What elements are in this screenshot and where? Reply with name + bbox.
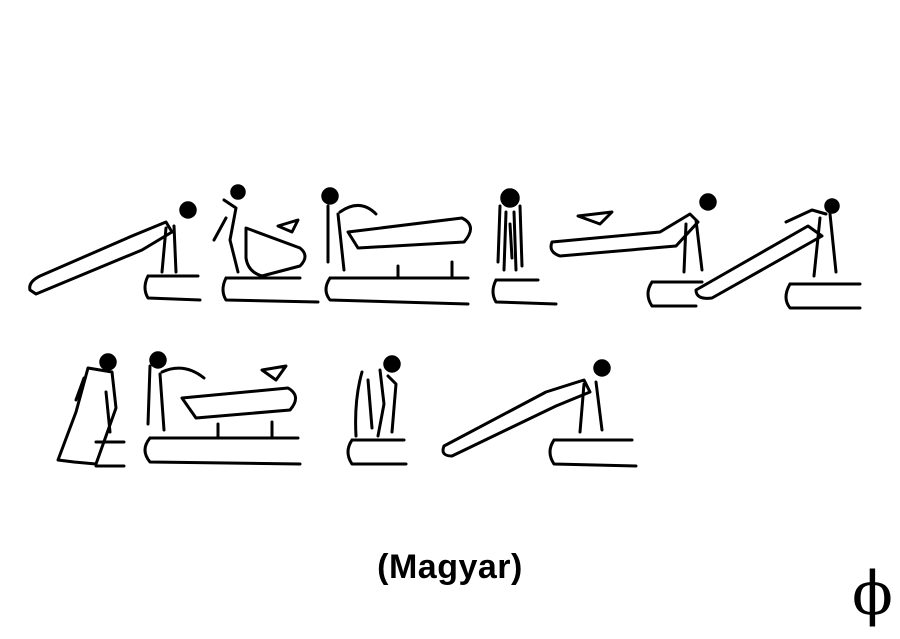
gymnast-head-4 — [500, 188, 520, 208]
gymnast-head-6 — [824, 198, 840, 214]
gymnast-body-1 — [28, 220, 178, 296]
gymnast-figure-6 — [694, 198, 862, 310]
pommel-horse-segment-9 — [346, 438, 408, 466]
gymnast-figure-3 — [321, 187, 472, 306]
gymnast-head-7 — [99, 353, 117, 371]
gymnast-head-3 — [321, 187, 339, 205]
gymnast-head-2 — [230, 184, 246, 200]
gymnast-body-4 — [496, 204, 524, 272]
gymnast-figure-2 — [212, 184, 320, 304]
gymnast-body-8 — [146, 364, 297, 432]
gymnast-figure-8 — [143, 351, 302, 466]
gymnast-body-10 — [441, 378, 604, 458]
gymnast-head-1 — [179, 201, 197, 219]
gymnast-head-8 — [149, 351, 167, 369]
gymnast-body-6 — [694, 208, 838, 300]
pommel-horse-segment-8 — [143, 420, 302, 466]
gymnast-figure-4 — [491, 188, 558, 306]
pommel-horse-segment-2 — [221, 276, 320, 304]
pommel-horse-segment-3 — [324, 260, 470, 306]
gymnast-body-3 — [326, 204, 472, 272]
gymnast-head-9 — [383, 355, 401, 373]
pommel-horse-segment-4 — [491, 278, 558, 306]
gymnast-figure-1 — [28, 201, 202, 302]
pommel-horse-segment-1 — [143, 274, 202, 302]
gymnast-figure-5 — [549, 193, 717, 308]
gymnast-figure-7 — [56, 353, 126, 468]
phi-symbol-icon: ϕ — [852, 559, 893, 629]
gymnast-body-5 — [549, 210, 704, 274]
gymnast-body-2 — [212, 198, 307, 278]
gymnast-figure-10 — [441, 359, 638, 468]
gymnast-head-10 — [593, 359, 611, 377]
gymnast-head-5 — [699, 193, 717, 211]
pommel-horse-segment-6 — [784, 282, 862, 310]
pommel-horse-segment-10 — [548, 438, 638, 468]
pommel-horse-segment-7 — [94, 440, 126, 468]
gymnast-body-9 — [354, 368, 398, 438]
gymnast-body-7 — [56, 366, 118, 466]
skill-name-caption: (Magyar) — [377, 548, 523, 586]
pommel-horse-segment-5 — [646, 280, 704, 308]
gymnast-figure-9 — [346, 355, 408, 466]
